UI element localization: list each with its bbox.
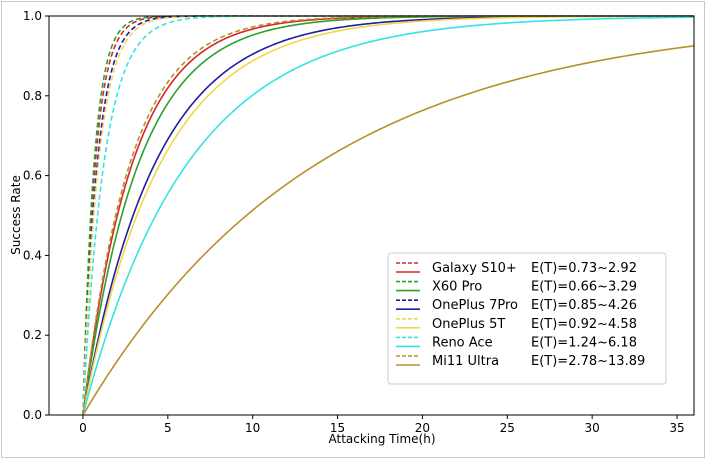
legend-series-range: E(T)=0.85~4.26: [531, 298, 637, 313]
y-tick-label: 0.6: [23, 169, 42, 183]
legend-series-range: E(T)=1.24~6.18: [531, 335, 637, 350]
y-axis-label: Success Rate: [9, 175, 23, 255]
x-tick-label: 5: [164, 421, 172, 435]
series-line-solid: [82, 16, 695, 416]
legend: Galaxy S10+ E(T)=0.73~2.92 X60 Pro E(T)=0.6…: [387, 252, 667, 385]
x-axis-label: Attacking Time(h): [328, 432, 435, 446]
y-tick-label: 0.4: [23, 248, 42, 262]
x-tick-label: 15: [330, 421, 345, 435]
y-axis: 0.0 0.2 0.4 0.6 0.8 1.0: [23, 9, 49, 422]
legend-series-name: X60 Pro: [432, 280, 482, 295]
y-tick-label: 0.8: [23, 89, 42, 103]
x-tick-label: 25: [500, 421, 515, 435]
plot-area: [48, 15, 695, 416]
x-tick-label: 10: [245, 421, 260, 435]
legend-series-range: E(T)=0.66~3.29: [531, 280, 637, 295]
legend-series-name: Galaxy S10+: [432, 261, 517, 276]
x-tick-label: 35: [669, 421, 684, 435]
legend-series-range: E(T)=2.78~13.89: [531, 354, 645, 369]
y-tick-label: 1.0: [23, 9, 42, 23]
y-tick-label: 0.2: [23, 328, 42, 342]
legend-box: [387, 252, 667, 385]
legend-series-range: E(T)=0.73~2.92: [531, 261, 637, 276]
legend-series-name: OnePlus 7Pro: [432, 298, 518, 313]
legend-series-name: Mi11 Ultra: [432, 354, 499, 369]
legend-series-name: OnePlus 5T: [432, 317, 505, 332]
series-line-solid: [82, 45, 695, 416]
x-axis: 0 5 10 15 20 25 30 35: [79, 415, 685, 435]
x-tick-label: 20: [415, 421, 430, 435]
legend-series-range: E(T)=0.92~4.58: [531, 317, 637, 332]
x-tick-label: 30: [585, 421, 600, 435]
x-tick-label: 0: [79, 421, 87, 435]
y-tick-label: 0.0: [23, 408, 42, 422]
series-line-dashed: [82, 15, 694, 416]
legend-series-name: Reno Ace: [432, 335, 493, 350]
